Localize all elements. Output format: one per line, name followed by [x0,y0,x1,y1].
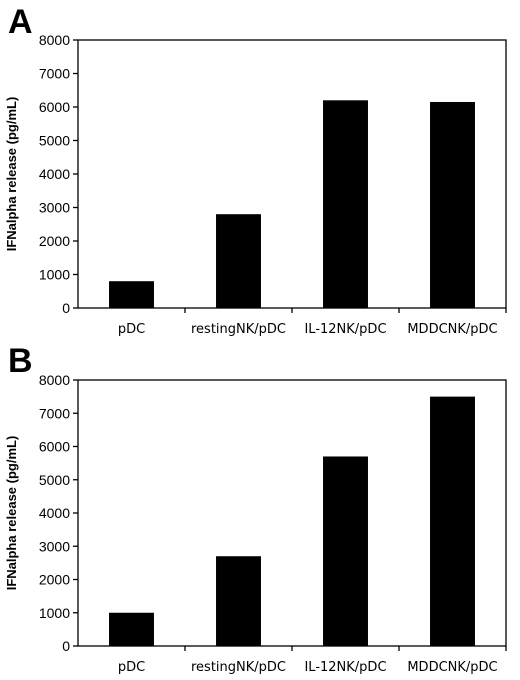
x-category-label: IL-12NK/pDC [304,322,386,337]
bar-mddcnk-pdc [430,101,475,308]
panel-letter: A [8,3,33,41]
y-tick-label: 7000 [39,66,70,82]
y-tick-label: 7000 [39,405,70,421]
y-tick-label: 8000 [39,32,70,48]
y-tick-label: 2000 [39,572,70,588]
x-category-label: MDDCNK/pDC [407,322,497,337]
y-tick-label: 2000 [39,233,70,249]
bar-restingnk-pdc [216,214,261,308]
y-tick-label: 4000 [39,505,70,521]
bar-il-12nk-pdc [323,100,368,308]
y-tick-label: 3000 [39,200,70,216]
y-tick-label: 1000 [39,605,70,621]
chart-panel-b: B 0 1000 2000 3000 4000 5000 6000 7000 8000 IFNalp… [4,342,507,675]
y-tick-label: 3000 [39,538,70,554]
y-tick-label: 5000 [39,472,70,488]
x-category-label: IL-12NK/pDC [304,660,386,675]
bar-mddcnk-pdc [430,396,475,646]
y-tick-label: 0 [62,300,70,316]
x-category-label: pDC [118,660,145,675]
panel-letter: B [8,342,33,380]
bar-pdc [109,281,154,308]
y-tick-label: 5000 [39,133,70,149]
y-tick-label: 4000 [39,166,70,182]
x-category-label: MDDCNK/pDC [407,660,497,675]
x-category-label: pDC [118,322,145,337]
y-tick-label: 6000 [39,99,70,115]
bar-il-12nk-pdc [323,456,368,646]
y-tick-label: 0 [62,638,70,654]
y-tick-label: 6000 [39,439,70,455]
y-axis-label: IFNalpha release (pg/mL) [4,436,19,591]
y-tick-label: 8000 [39,372,70,388]
bar-restingnk-pdc [216,556,261,646]
y-tick-label: 1000 [39,267,70,283]
y-axis-label: IFNalpha release (pg/mL) [4,97,19,252]
x-category-label: restingNK/pDC [191,660,286,675]
chart-panel-a: A 0 1000 2000 3000 4000 5000 6000 7000 8000 IFNalp… [4,3,507,337]
bar-pdc [109,612,154,646]
x-category-label: restingNK/pDC [191,322,286,337]
